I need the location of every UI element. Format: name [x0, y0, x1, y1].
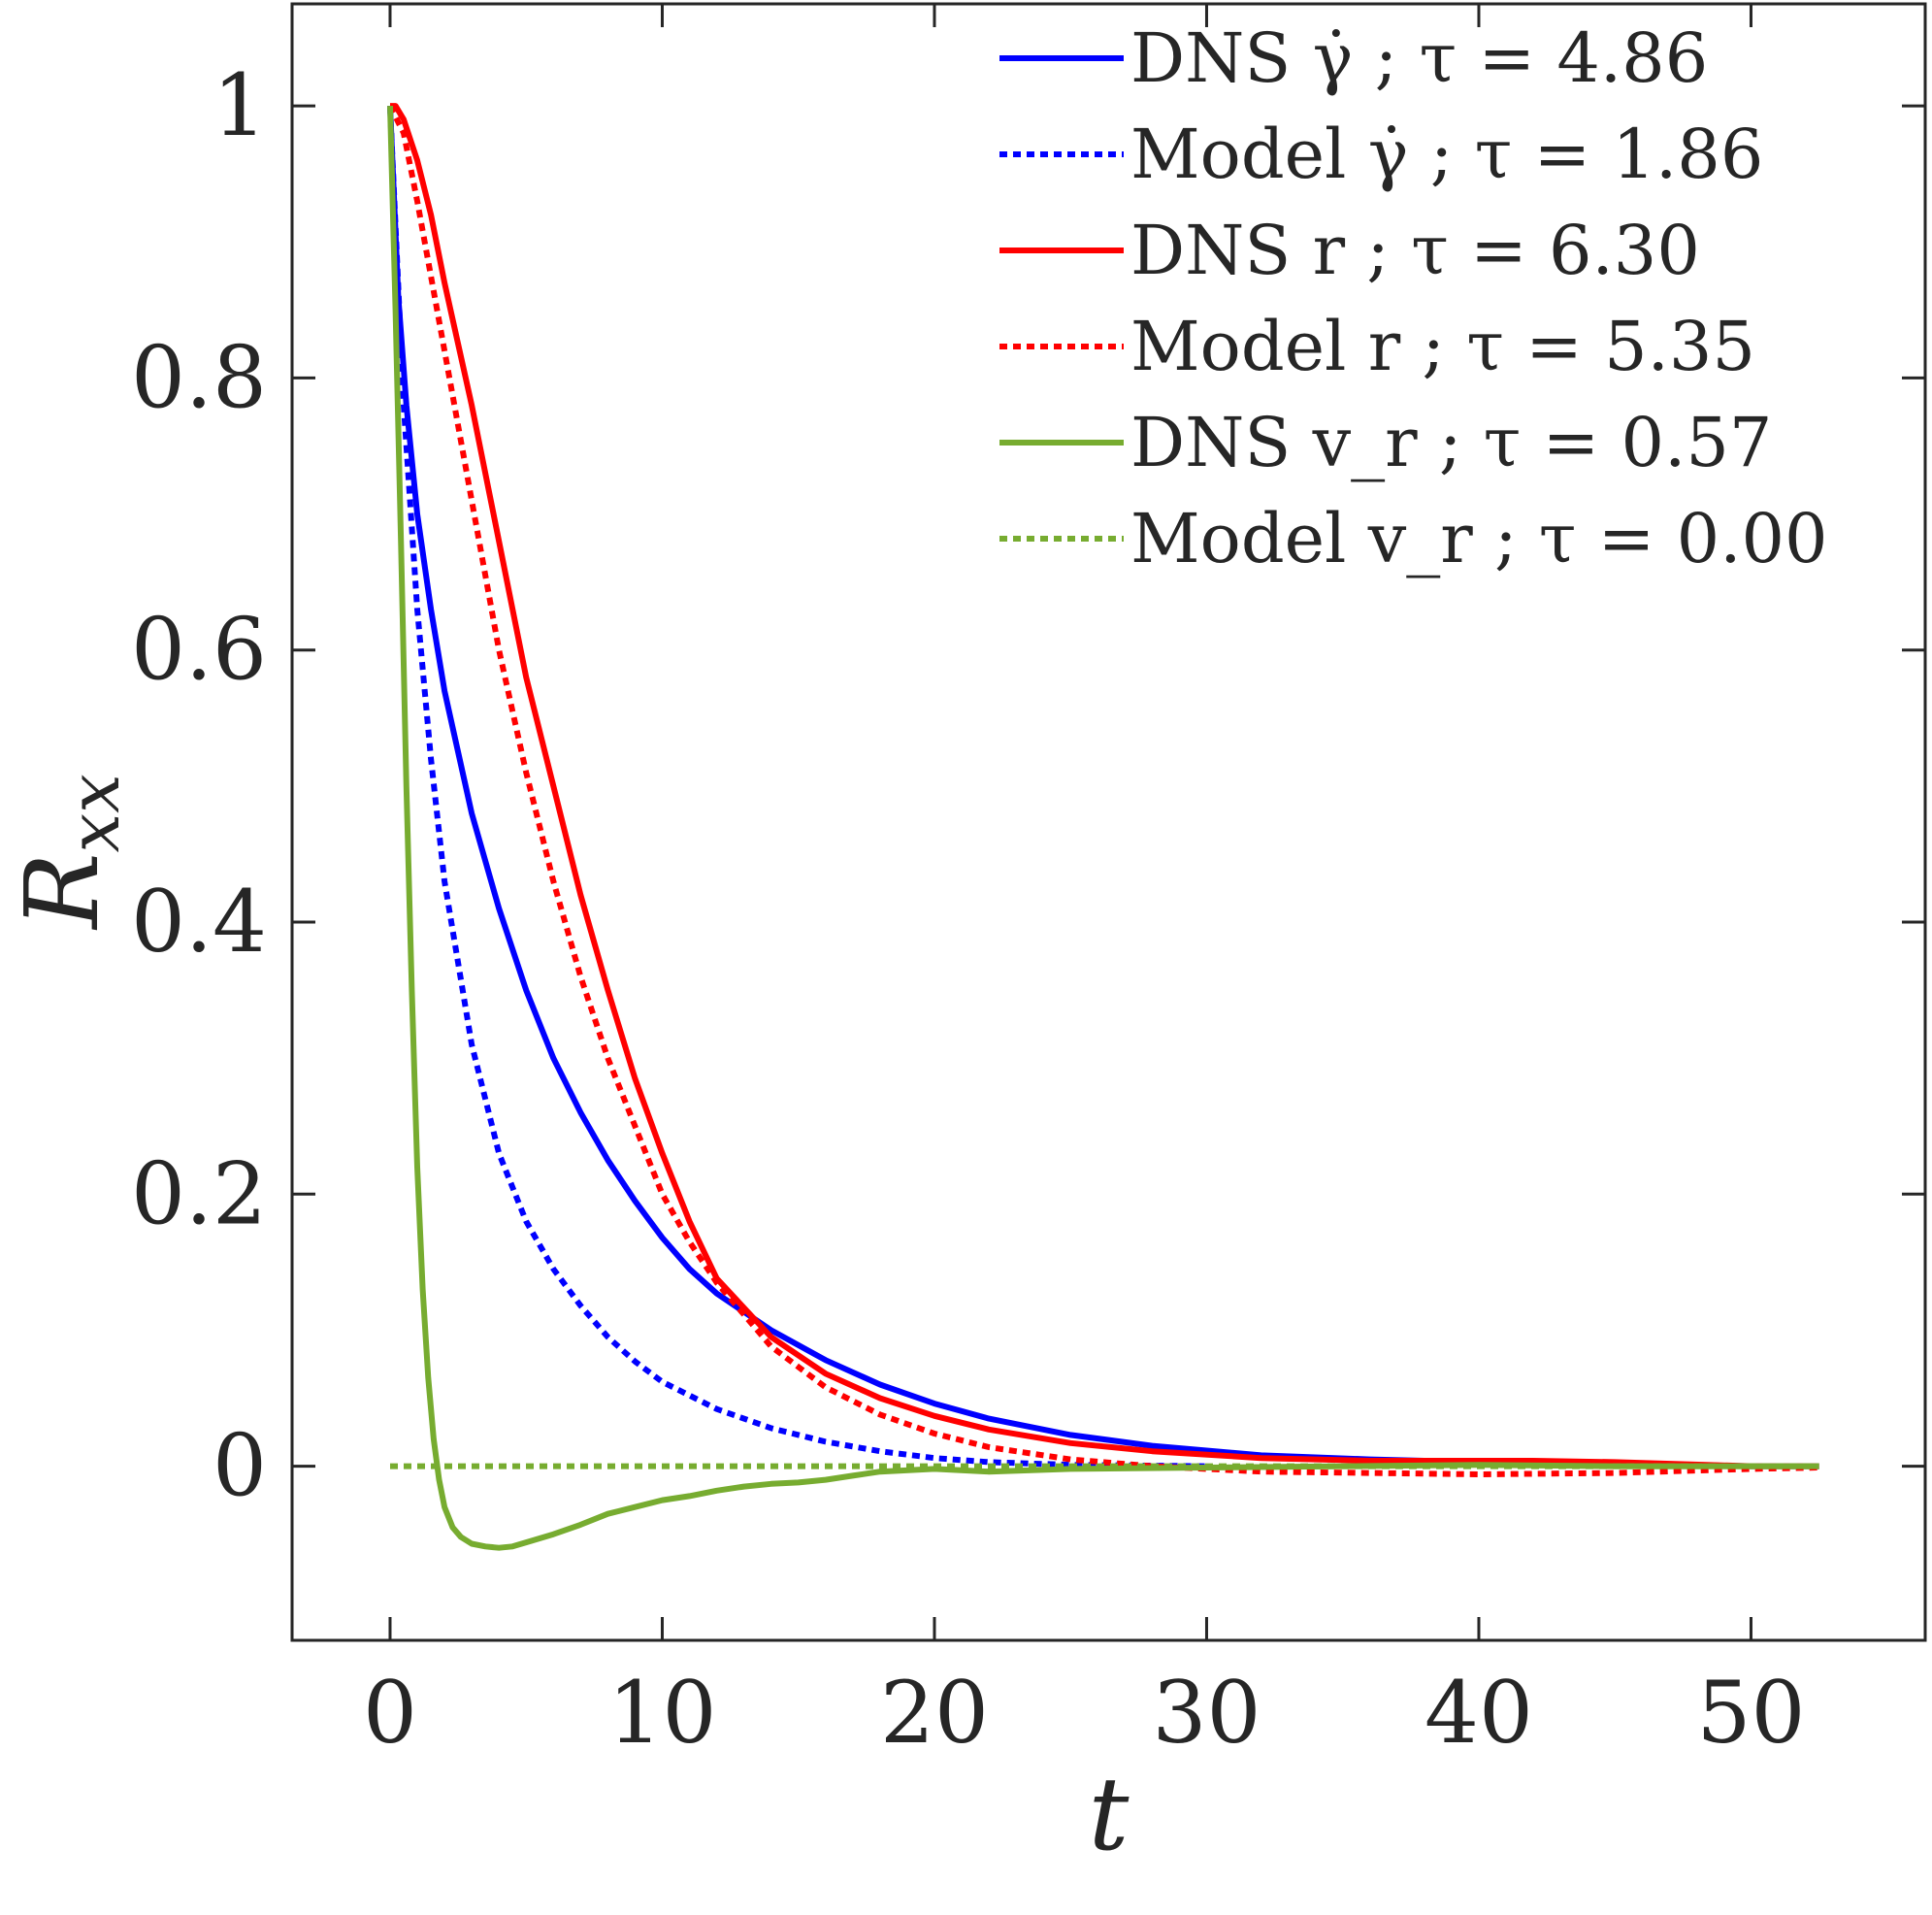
series-line-4 — [387, 104, 1819, 1477]
legend-label-5: DNS v_r ; τ = 0.57 — [1130, 403, 1772, 482]
legend: DNS γ̇ ; τ = 4.86 Model γ̇ ; τ = 1.86 DNS … — [999, 18, 1828, 578]
y-tick-label: 0.8 — [131, 327, 267, 427]
legend-label-2: Model γ̇ ; τ = 1.86 — [1130, 115, 1763, 194]
x-tick-label: 30 — [1152, 1663, 1261, 1763]
y-axis-label-main: R — [3, 852, 121, 930]
legend-label-3: DNS r ; τ = 6.30 — [1130, 211, 1700, 290]
x-axis-label: t — [1089, 1755, 1130, 1873]
y-tick-label: 0.2 — [131, 1143, 267, 1243]
y-axis-label: Rxx — [3, 774, 135, 931]
series-line-3 — [390, 103, 1819, 1469]
y-axis-label-sub: xx — [53, 774, 135, 852]
x-tick-label: 20 — [880, 1663, 989, 1763]
x-tick-label: 10 — [607, 1663, 716, 1763]
y-tick-label: 0.6 — [131, 600, 267, 700]
ticks-layer: 0 10 20 30 40 50 0 0.2 0.4 0.6 0.8 1 — [131, 4, 1925, 1763]
y-tick-label: 1 — [213, 55, 267, 155]
series-line-2 — [387, 105, 1207, 1469]
x-tick-label: 40 — [1424, 1663, 1533, 1763]
legend-label-1: DNS γ̇ ; τ = 4.86 — [1130, 18, 1708, 98]
series-layer — [387, 103, 1819, 1551]
series-line-5 — [387, 106, 1819, 1551]
plot-frame — [290, 2, 1927, 1642]
legend-label-4: Model r ; τ = 5.35 — [1130, 307, 1755, 386]
x-tick-label: 0 — [363, 1663, 417, 1763]
y-tick-label: 0.4 — [131, 872, 267, 972]
legend-label-6: Model v_r ; τ = 0.00 — [1130, 499, 1828, 578]
y-tick-label: 0 — [213, 1416, 267, 1516]
x-tick-label: 50 — [1696, 1663, 1805, 1763]
